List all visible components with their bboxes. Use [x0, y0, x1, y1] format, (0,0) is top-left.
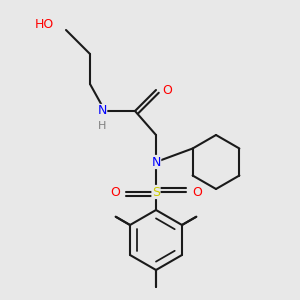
- Text: H: H: [98, 121, 106, 131]
- Text: O: O: [162, 83, 172, 97]
- Text: N: N: [97, 104, 107, 118]
- Text: S: S: [152, 185, 160, 199]
- Text: O: O: [110, 185, 120, 199]
- Text: O: O: [192, 185, 202, 199]
- Text: N: N: [151, 155, 161, 169]
- Text: HO: HO: [35, 17, 54, 31]
